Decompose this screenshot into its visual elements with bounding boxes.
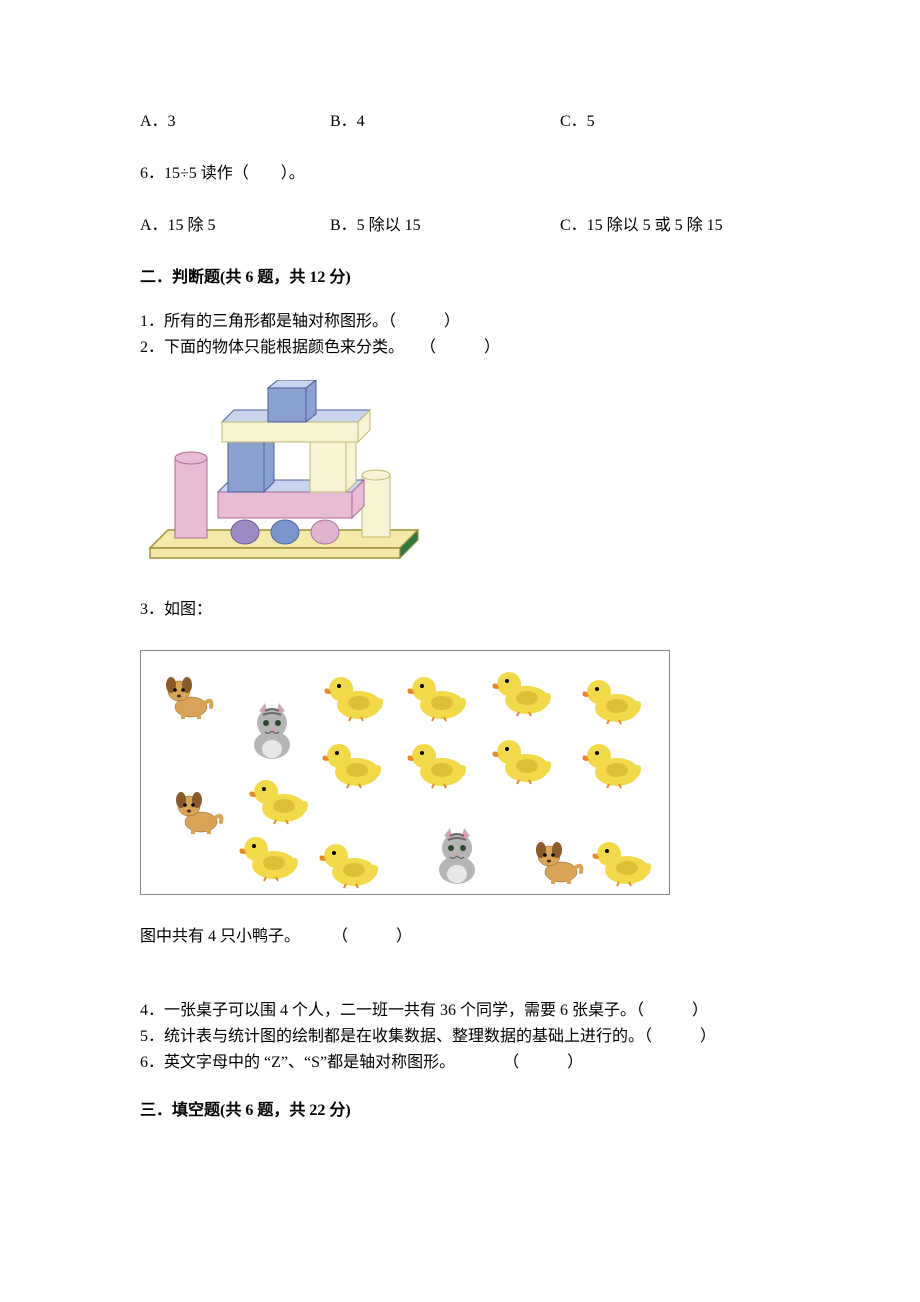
duck-icon (589, 836, 657, 896)
q5-option-c: C．5 (560, 110, 595, 134)
dog-icon (531, 836, 586, 894)
duck-icon (489, 734, 557, 794)
section3-title: 三．填空题(共 6 题，共 22 分) (140, 1099, 790, 1123)
cat-icon (241, 701, 303, 771)
q5-option-b: B．4 (330, 110, 560, 134)
s2-q4: 4．一张桌子可以围 4 个人，二一班一共有 36 个同学，需要 6 张桌子。（ … (140, 999, 790, 1023)
section2-title: 二．判断题(共 6 题，共 12 分) (140, 266, 790, 290)
q5-option-a: A．3 (140, 110, 330, 134)
q6-option-c: C．15 除以 5 或 5 除 15 (560, 214, 723, 238)
duck-icon (236, 831, 304, 891)
s2-q1: 1．所有的三角形都是轴对称图形。（ ） (140, 310, 790, 334)
duck-icon (246, 774, 314, 834)
s2-q3-text: 图中共有 4 只小鸭子。 （ ） (140, 925, 790, 949)
duck-icon (404, 738, 472, 798)
q6-text: 6．15÷5 读作（ ）。 (140, 162, 790, 186)
duck-icon (404, 671, 472, 731)
q5-options: A．3 B．4 C．5 (140, 110, 790, 134)
duck-icon (489, 666, 557, 726)
s2-q6: 6．英文字母中的 “Z”、“S”都是轴对称图形。 （ ） (140, 1051, 790, 1075)
dog-icon (171, 786, 226, 844)
dog-icon (161, 671, 216, 729)
animals-figure (140, 650, 670, 895)
blocks-figure (140, 380, 790, 573)
s2-q2: 2．下面的物体只能根据颜色来分类。 （ ） (140, 336, 790, 360)
q6-option-b: B．5 除以 15 (330, 214, 560, 238)
duck-icon (319, 738, 387, 798)
s2-q3-label: 3．如图： (140, 598, 790, 622)
s2-q5: 5．统计表与统计图的绘制都是在收集数据、整理数据的基础上进行的。（ ） (140, 1025, 790, 1049)
duck-icon (579, 674, 647, 734)
q6-options: A．15 除 5 B．5 除以 15 C．15 除以 5 或 5 除 15 (140, 214, 790, 238)
cat-icon (426, 826, 488, 896)
duck-icon (316, 838, 384, 898)
duck-icon (579, 738, 647, 798)
duck-icon (321, 671, 389, 731)
q6-option-a: A．15 除 5 (140, 214, 330, 238)
